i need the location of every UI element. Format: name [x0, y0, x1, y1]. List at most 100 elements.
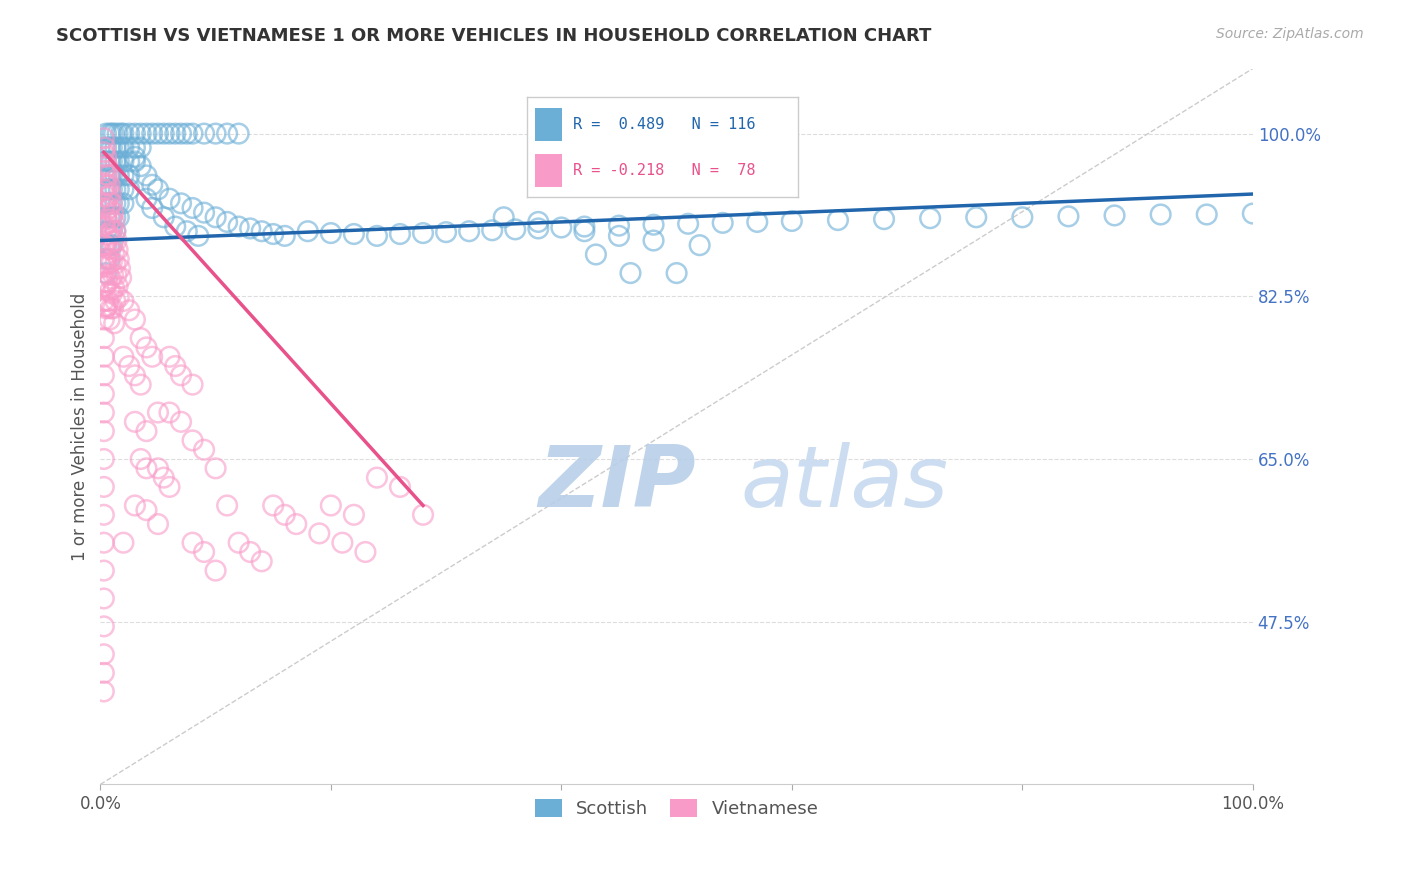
Point — [93, 293, 115, 308]
Point — [98, 169, 121, 183]
Point — [93, 312, 115, 326]
Point — [1104, 209, 1126, 223]
Point — [643, 234, 665, 248]
Point — [217, 215, 239, 229]
Point — [676, 217, 699, 231]
Point — [170, 368, 193, 383]
Point — [129, 127, 152, 141]
Point — [332, 535, 354, 549]
Point — [94, 235, 117, 249]
Point — [103, 127, 125, 141]
Point — [204, 211, 226, 225]
Point — [124, 312, 146, 326]
Point — [181, 434, 204, 448]
Point — [107, 127, 129, 141]
Point — [104, 224, 127, 238]
Text: ZIP: ZIP — [538, 442, 696, 525]
Point — [152, 127, 174, 141]
Point — [93, 591, 115, 606]
Point — [711, 216, 734, 230]
Point — [98, 154, 121, 169]
Point — [228, 535, 250, 549]
Point — [118, 140, 141, 154]
Point — [228, 219, 250, 234]
Point — [101, 140, 124, 154]
Point — [104, 211, 127, 225]
Point — [98, 312, 121, 326]
Point — [527, 221, 550, 235]
Point — [124, 415, 146, 429]
Point — [124, 150, 146, 164]
Point — [94, 156, 117, 170]
Point — [181, 127, 204, 141]
Point — [105, 268, 128, 282]
Point — [170, 415, 193, 429]
Point — [100, 187, 122, 202]
Point — [98, 196, 121, 211]
Point — [100, 212, 122, 227]
Point — [165, 127, 187, 141]
Point — [93, 238, 115, 252]
Point — [366, 228, 388, 243]
Point — [112, 293, 135, 308]
Point — [165, 359, 187, 373]
Point — [93, 131, 115, 145]
Point — [492, 211, 515, 225]
Point — [228, 127, 250, 141]
Point — [107, 140, 129, 154]
Point — [873, 212, 896, 227]
Point — [96, 276, 118, 290]
Point — [274, 508, 297, 522]
Point — [101, 255, 124, 269]
Point — [107, 290, 129, 304]
Point — [98, 182, 121, 196]
Point — [193, 442, 215, 457]
Point — [343, 227, 366, 241]
Point — [170, 127, 193, 141]
Point — [112, 535, 135, 549]
Point — [412, 226, 434, 240]
Point — [93, 480, 115, 494]
Point — [94, 238, 117, 252]
Text: Source: ZipAtlas.com: Source: ZipAtlas.com — [1216, 27, 1364, 41]
Point — [135, 341, 157, 355]
Point — [101, 211, 124, 225]
Point — [747, 215, 769, 229]
Point — [96, 202, 118, 217]
Point — [193, 127, 215, 141]
Point — [94, 150, 117, 164]
Point — [481, 223, 503, 237]
Point — [94, 211, 117, 225]
Point — [1057, 210, 1080, 224]
Point — [98, 252, 121, 266]
Point — [98, 228, 121, 243]
Point — [101, 235, 124, 249]
Point — [181, 535, 204, 549]
Point — [574, 224, 596, 238]
Legend: Scottish, Vietnamese: Scottish, Vietnamese — [527, 792, 825, 825]
Point — [170, 196, 193, 211]
Point — [181, 201, 204, 215]
Point — [146, 182, 169, 196]
Point — [1241, 206, 1264, 220]
Point — [93, 619, 115, 633]
Point — [94, 182, 117, 196]
Point — [112, 350, 135, 364]
Point — [96, 178, 118, 193]
Point — [112, 182, 135, 196]
Point — [93, 452, 115, 467]
Y-axis label: 1 or more Vehicles in Household: 1 or more Vehicles in Household — [72, 293, 89, 560]
Point — [94, 140, 117, 154]
Point — [93, 201, 115, 215]
Point — [503, 222, 526, 236]
Point — [319, 499, 342, 513]
Point — [141, 178, 163, 192]
Point — [94, 190, 117, 204]
Point — [93, 508, 115, 522]
Point — [93, 405, 115, 419]
Point — [118, 303, 141, 318]
Point — [159, 192, 181, 206]
Point — [94, 301, 117, 316]
Point — [285, 517, 308, 532]
Point — [112, 196, 135, 211]
